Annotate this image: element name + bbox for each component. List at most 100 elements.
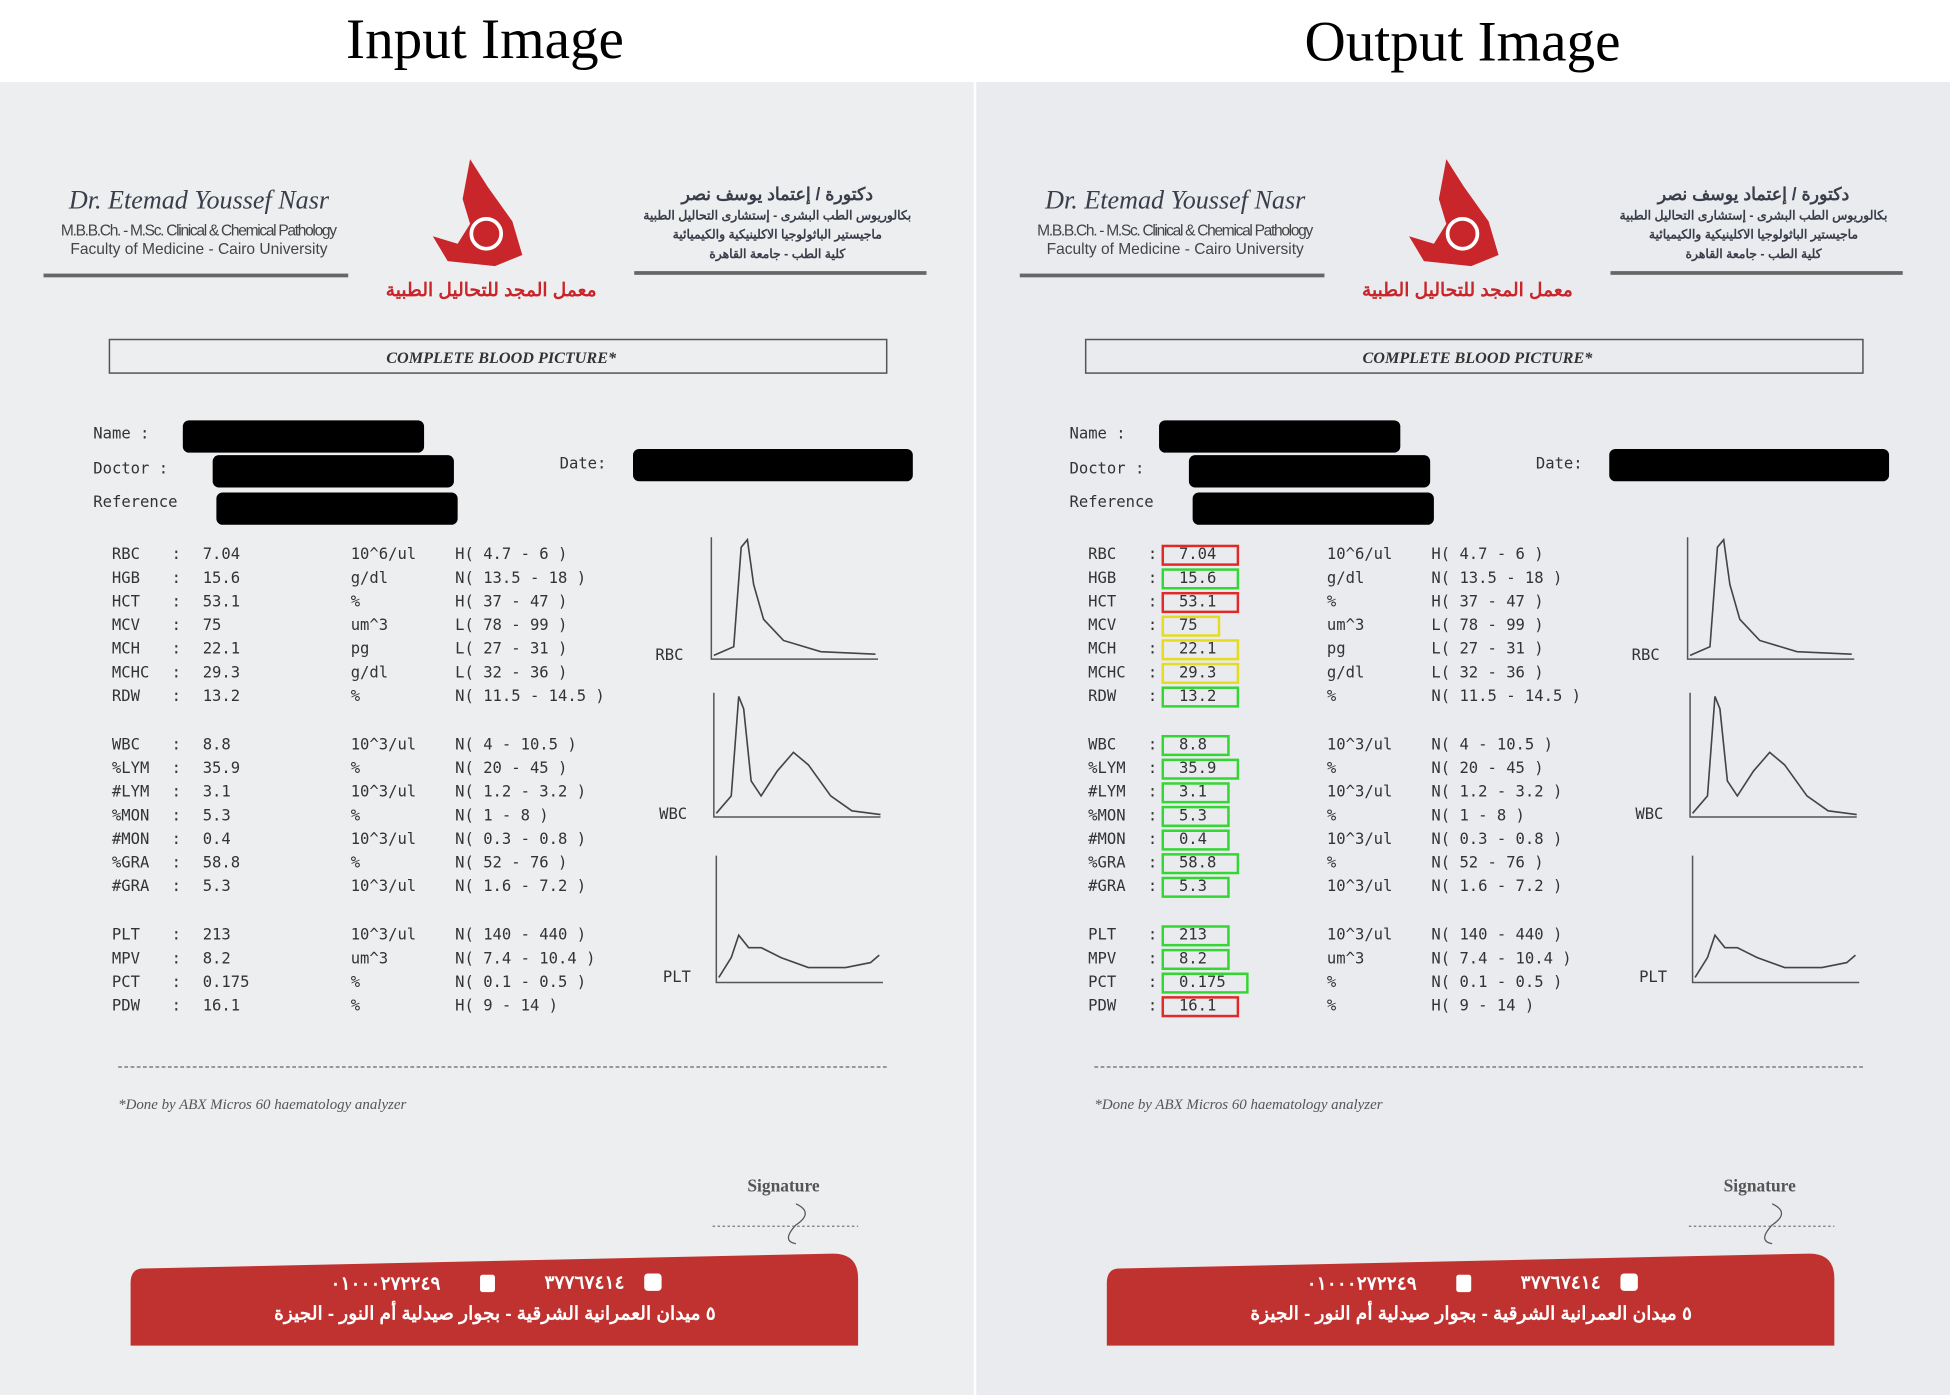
test-unit: 10^3/ul (1327, 877, 1392, 895)
status-box (1161, 615, 1221, 637)
test-value: 7.04 (203, 545, 240, 563)
test-unit: um^3 (351, 616, 388, 634)
colon: : (172, 926, 181, 944)
test-value: 13.2 (1179, 687, 1216, 705)
test-unit: % (1327, 854, 1337, 872)
test-value: 35.9 (203, 759, 240, 777)
colon: : (172, 687, 181, 705)
test-range: L( 27 - 31 ) (455, 640, 567, 658)
colon: : (172, 735, 181, 753)
signature-label: Signature (747, 1176, 819, 1196)
test-value: 58.8 (203, 854, 240, 872)
status-box (1161, 639, 1240, 661)
test-range: N( 4 - 10.5 ) (1431, 735, 1553, 753)
phone-icon (1620, 1273, 1638, 1291)
test-range: L( 78 - 99 ) (455, 616, 567, 634)
test-name: MPV (1088, 949, 1116, 967)
test-value: 16.1 (1179, 997, 1216, 1015)
test-name: %MON (112, 806, 149, 824)
test-name: %GRA (112, 854, 150, 872)
test-unit: % (351, 592, 361, 610)
test-name: HCT (112, 592, 140, 610)
test-range: N( 0.3 - 0.8 ) (455, 830, 586, 848)
test-range: N( 7.4 - 10.4 ) (455, 949, 595, 967)
lab-name: معمل المجد للتحاليل الطبية (386, 279, 597, 300)
test-value: 15.6 (1179, 569, 1216, 587)
test-name: MCH (1088, 640, 1116, 658)
header-rule (1019, 273, 1325, 278)
redaction (182, 420, 425, 453)
redaction (212, 455, 454, 488)
test-unit: g/dl (351, 569, 388, 587)
test-range: L( 27 - 31 ) (1431, 640, 1543, 658)
test-value: 53.1 (203, 592, 240, 610)
test-name: MPV (112, 949, 140, 967)
test-range: N( 13.5 - 18 ) (455, 569, 586, 587)
test-value: 213 (1179, 926, 1207, 944)
histogram-curve (1694, 933, 1857, 978)
colon: : (1148, 854, 1157, 872)
signature-scribble (787, 1203, 806, 1245)
test-name: MCH (112, 640, 140, 658)
colon: : (172, 545, 181, 563)
test-unit: pg (351, 640, 370, 658)
test-value: 8.8 (203, 735, 231, 753)
test-unit: 10^3/ul (351, 735, 416, 753)
test-unit: % (1327, 759, 1337, 777)
field-label: Name : (1070, 425, 1126, 443)
test-value: 8.2 (1179, 949, 1207, 967)
colon: : (1148, 783, 1157, 801)
histogram-axes (710, 537, 878, 660)
test-value: 0.4 (1179, 830, 1207, 848)
test-unit: 10^3/ul (351, 926, 416, 944)
test-range: N( 7.4 - 10.4 ) (1431, 949, 1571, 967)
test-name: PLT (1088, 926, 1116, 944)
histogram-label: RBC (655, 646, 683, 664)
test-range: N( 1.2 - 3.2 ) (455, 783, 586, 801)
test-value: 3.1 (1179, 783, 1207, 801)
test-value: 5.3 (203, 877, 231, 895)
test-name: HGB (112, 569, 140, 587)
status-box (1161, 853, 1240, 875)
test-range: N( 11.5 - 14.5 ) (455, 687, 605, 705)
colon: : (172, 616, 181, 634)
faculty-en: Faculty of Medicine - Cairo University (70, 241, 327, 258)
report-title: COMPLETE BLOOD PICTURE* (1363, 350, 1594, 367)
test-name: #LYM (112, 783, 149, 801)
redaction (1609, 448, 1890, 482)
address: ٥ ميدان العمرانية الشرقية - بجوار صيدلية… (274, 1299, 716, 1324)
colon: : (172, 663, 181, 681)
test-range: N( 1.6 - 7.2 ) (455, 877, 586, 895)
test-range: H( 4.7 - 6 ) (1431, 545, 1543, 563)
colon: : (1148, 973, 1157, 991)
histogram-axes (1686, 537, 1855, 660)
header-ar: كلية الطب - جامعة القاهرة (709, 247, 845, 262)
signature-label: Signature (1724, 1176, 1796, 1196)
test-range: N( 52 - 76 ) (1431, 854, 1543, 872)
test-range: N( 1.2 - 3.2 ) (1431, 783, 1562, 801)
histogram-curve (713, 537, 876, 657)
field-label: Reference (93, 493, 177, 511)
test-range: N( 0.3 - 0.8 ) (1431, 830, 1562, 848)
status-box (1161, 591, 1240, 614)
test-value: 29.3 (203, 663, 240, 681)
test-range: H( 37 - 47 ) (455, 592, 567, 610)
status-box (1161, 829, 1230, 851)
title-box (108, 338, 888, 374)
test-value: 75 (1179, 616, 1198, 634)
colon: : (1148, 545, 1157, 563)
footer-band (130, 1253, 859, 1346)
test-range: N( 4 - 10.5 ) (455, 735, 577, 753)
test-value: 53.1 (1179, 592, 1216, 610)
test-name: #GRA (112, 877, 150, 895)
test-value: 13.2 (203, 687, 240, 705)
test-unit: % (351, 806, 361, 824)
colon: : (1148, 592, 1157, 610)
test-value: 0.175 (203, 973, 250, 991)
histogram-label: PLT (663, 968, 691, 986)
test-value: 35.9 (1179, 759, 1216, 777)
header-rule (634, 271, 927, 275)
colon: : (172, 640, 181, 658)
